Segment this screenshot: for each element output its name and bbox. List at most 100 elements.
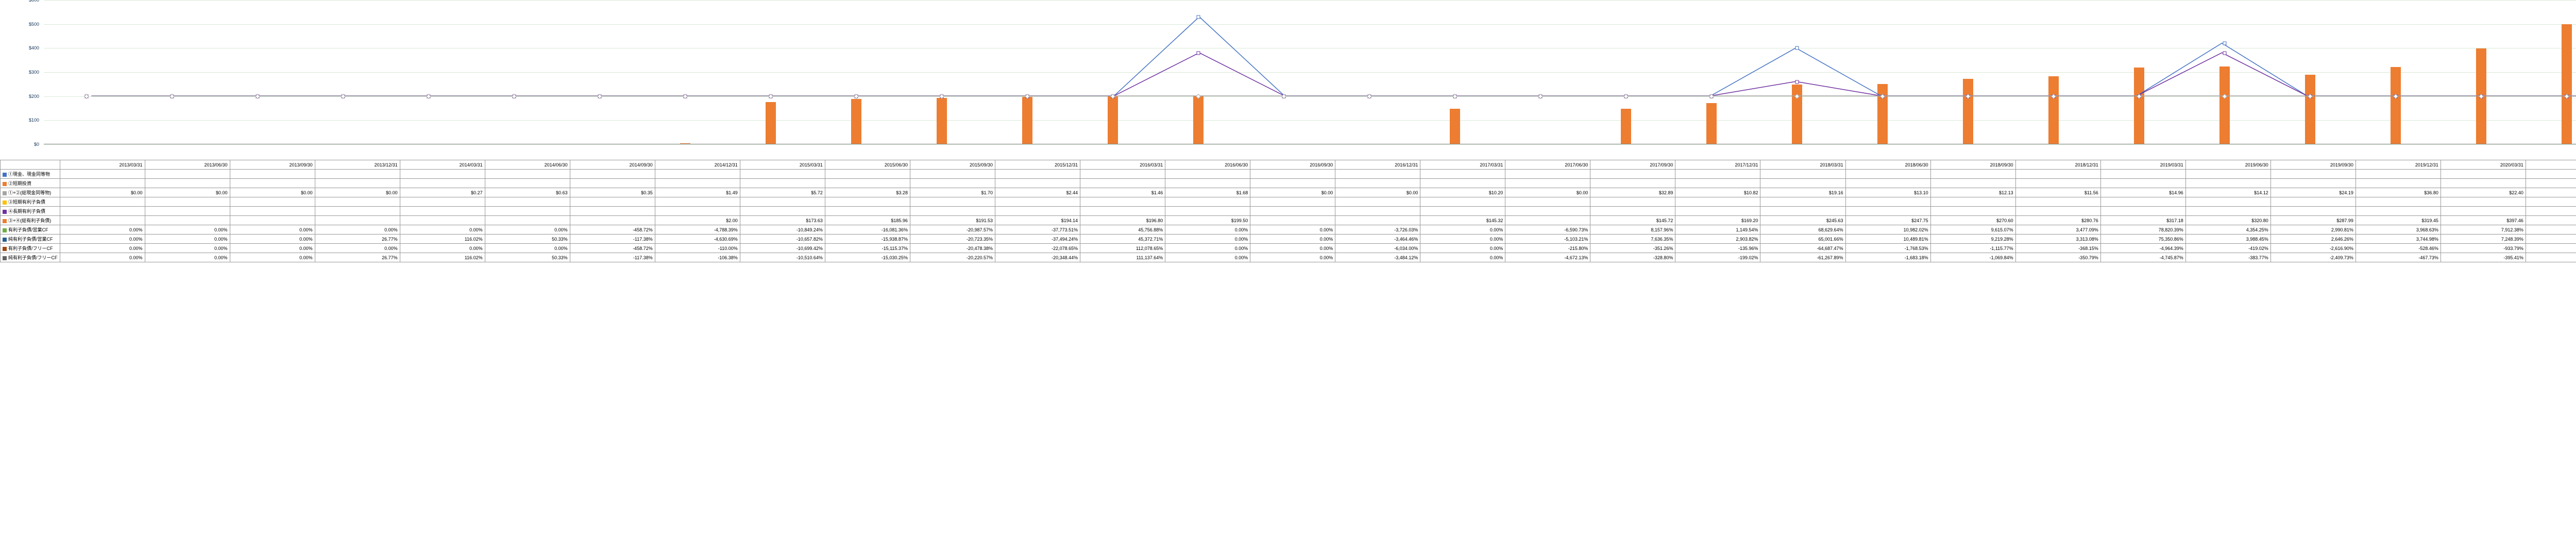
table-cell: -10,699.42% [740, 244, 825, 253]
table-cell: 2,903.82% [1675, 235, 1760, 244]
table-cell: 50.33% [485, 253, 570, 262]
table-cell [60, 179, 145, 188]
table-cell: -20,987.57% [910, 225, 995, 235]
table-cell: 2015/12/31 [995, 160, 1080, 170]
table-cell: $0.00 [230, 188, 315, 197]
table-cell [740, 197, 825, 207]
table-cell: 68,629.64% [1760, 225, 1845, 235]
table-cell [485, 170, 570, 179]
table-cell: $194.14 [995, 216, 1080, 225]
table-cell [1335, 207, 1420, 216]
table-cell: 0.00% [1250, 235, 1335, 244]
table-cell: 0.00% [145, 244, 230, 253]
table-cell: -3,464.46% [1335, 235, 1420, 244]
table-cell: 0.00% [230, 235, 315, 244]
table-cell: 0.00% [1420, 225, 1505, 235]
table-cell: 2019/12/31 [2355, 160, 2441, 170]
table-cell: 2013/12/31 [315, 160, 400, 170]
table-cell: 0.00% [1250, 253, 1335, 262]
table-cell [1505, 179, 1590, 188]
table-cell: -419.02% [2185, 244, 2270, 253]
table-cell: -15,030.25% [825, 253, 910, 262]
table-cell [910, 207, 995, 216]
table-cell: $169.20 [1675, 216, 1760, 225]
table-cell: 0.00% [315, 225, 400, 235]
table-cell: $14.96 [2100, 188, 2185, 197]
table-cell: $280.76 [2015, 216, 2100, 225]
table-cell: -20,723.35% [910, 235, 995, 244]
row-label: ①+②(総現金同等物) [1, 188, 60, 197]
table-cell: -10,657.82% [740, 235, 825, 244]
table-cell: 78,820.39% [2100, 225, 2185, 235]
table-cell: 2014/06/30 [485, 160, 570, 170]
table-cell: 3,070.48% [2526, 235, 2576, 244]
table-cell [2015, 179, 2100, 188]
table-cell [655, 179, 740, 188]
table-cell [2526, 197, 2576, 207]
table-cell [1420, 179, 1505, 188]
table-cell [145, 216, 230, 225]
table-cell: -199.02% [1675, 253, 1760, 262]
table-cell: 2015/06/30 [825, 160, 910, 170]
table-cell: -458.72% [570, 225, 655, 235]
table-cell [1590, 197, 1675, 207]
table-cell: 0.00% [145, 235, 230, 244]
table-cell: 2,990.81% [2270, 225, 2355, 235]
table-cell [1760, 197, 1845, 207]
table-cell [1335, 170, 1420, 179]
table-cell [315, 179, 400, 188]
table-cell [1335, 216, 1420, 225]
table-cell [1250, 179, 1335, 188]
table-cell [145, 170, 230, 179]
table-cell [1080, 207, 1165, 216]
table-cell: 7,248.39% [2441, 235, 2526, 244]
table-cell: $14.12 [2185, 188, 2270, 197]
table-cell: $185.96 [825, 216, 910, 225]
table-cell [570, 207, 655, 216]
table-cell [2100, 179, 2185, 188]
data-point [2223, 42, 2227, 45]
table-cell: -368.15% [2015, 244, 2100, 253]
table-cell: -20,478.38% [910, 244, 995, 253]
table-cell [230, 170, 315, 179]
table-cell: $24.19 [2270, 188, 2355, 197]
table-cell: $245.63 [1760, 216, 1845, 225]
table-cell: $0.27 [400, 188, 485, 197]
data-point [2222, 94, 2227, 99]
table-cell [2526, 179, 2576, 188]
table-cell: 2017/12/31 [1675, 160, 1760, 170]
data-point [1795, 46, 1799, 50]
table-cell [740, 170, 825, 179]
row-label: ③短期有利子負債 [1, 197, 60, 207]
table-cell: -528.46% [2355, 244, 2441, 253]
data-point [1197, 51, 1200, 55]
table-cell [1590, 179, 1675, 188]
table-cell: -117.38% [570, 253, 655, 262]
table-cell: $36.80 [2355, 188, 2441, 197]
table-cell: 0.00% [230, 225, 315, 235]
table-cell [145, 207, 230, 216]
table-cell [995, 197, 1080, 207]
table-cell: 3,744.98% [2355, 235, 2441, 244]
table-cell: 2017/03/31 [1420, 160, 1505, 170]
table-cell [910, 179, 995, 188]
table-cell [400, 170, 485, 179]
table-cell: 2016/09/30 [1250, 160, 1335, 170]
table-cell: 26.77% [315, 235, 400, 244]
table-cell: 0.00% [1420, 235, 1505, 244]
table-cell [2355, 197, 2441, 207]
table-cell: -10,849.24% [740, 225, 825, 235]
table-cell: $19.16 [1760, 188, 1845, 197]
table-cell: -588.03% [2526, 244, 2576, 253]
table-cell [2355, 207, 2441, 216]
table-cell [1675, 207, 1760, 216]
table-cell: $320.80 [2185, 216, 2270, 225]
table-cell: -3,726.03% [1335, 225, 1420, 235]
table-cell: 0.00% [60, 253, 145, 262]
table-cell: -328.80% [1590, 253, 1675, 262]
table-cell: 0.00% [1420, 244, 1505, 253]
table-cell [2015, 170, 2100, 179]
table-cell: 2018/06/30 [1845, 160, 1930, 170]
table-cell: $145.72 [1590, 216, 1675, 225]
points-layer [44, 0, 2576, 144]
